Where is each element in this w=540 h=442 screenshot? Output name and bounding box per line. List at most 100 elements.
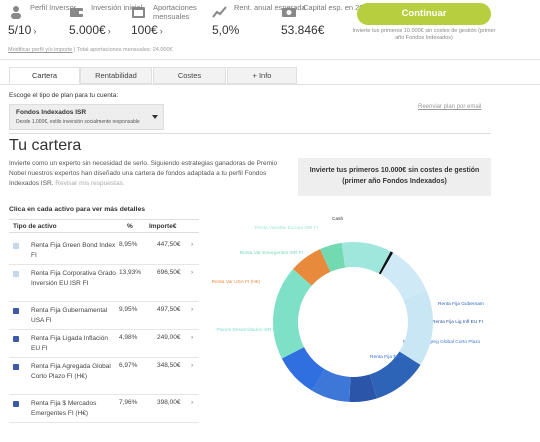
tab-cartera[interactable]: Cartera: [9, 67, 80, 84]
promo-box: Invierte tus primeros 10.000€ sin costes…: [298, 158, 491, 196]
total-contributions: Total aportaciones mensuales: 24.000€: [76, 47, 173, 53]
table-row[interactable]: Renta Fija $ Mercados Emergentes FI (H€)…: [9, 395, 199, 423]
plan-select-subtitle: Desde 1.000€, estilo inversión socialmen…: [16, 119, 140, 125]
asset-name: Renta Fija Gubernamental USA FI: [31, 307, 108, 324]
asset-percent: 4,98%: [119, 334, 138, 341]
plan-choose-label: Escoge el tipo de plan para tu cuenta:: [9, 92, 119, 99]
table-row[interactable]: Renta Fija Green Bond Index FI 8,95% 447,5…: [9, 237, 199, 265]
donut-segment[interactable]: [273, 269, 312, 359]
bond-icon: [13, 271, 19, 277]
bond-icon: [13, 243, 19, 249]
pie-icon: [13, 308, 19, 314]
stat-value: 5,0%: [212, 23, 240, 37]
calendar-icon: [132, 7, 145, 18]
table-header: Tipo de activo % Importe€: [9, 219, 199, 233]
allocation-donut-chart: Renta Fija Gubernam Renta Fija Lig Infl E…: [212, 216, 484, 402]
asset-name: Renta Fija Green Bond Index FI: [31, 242, 116, 259]
column-header: Importe€: [149, 223, 177, 230]
table-row[interactable]: Renta Fija Agregada Global Corto Plazo F…: [9, 358, 199, 395]
chevron-right-icon: ›: [159, 26, 163, 36]
column-header: %: [127, 223, 133, 230]
chevron-right-icon[interactable]: ›: [191, 306, 194, 313]
stat-label: Rent. anual esperada: [234, 3, 306, 12]
pie-icon: [13, 364, 19, 370]
stat-label: Perfil Inversor: [30, 3, 77, 12]
donut-label: Renta Var USA FI (H€): [212, 279, 261, 285]
asset-amount: 348,50€: [157, 362, 181, 369]
stat-value: 53.846€: [281, 23, 325, 37]
chevron-right-icon: ›: [33, 26, 37, 36]
money-icon: [282, 8, 296, 17]
chevron-right-icon[interactable]: ›: [191, 362, 194, 369]
assets-instruction: Clica en cada activo para ver más detall…: [9, 206, 146, 213]
top-summary-bar: Perfil Inversor 5/10 › Inversión inicial …: [0, 0, 540, 60]
donut-label: Renta Fija Gubernam: [438, 301, 484, 307]
chevron-right-icon: ›: [107, 26, 111, 36]
stat-label: Aportaciones mensuales: [153, 3, 197, 21]
continue-button[interactable]: Continuar: [357, 3, 491, 25]
asset-percent: 9,95%: [119, 306, 138, 313]
chevron-right-icon[interactable]: ›: [191, 241, 194, 248]
asset-amount: 249,00€: [157, 334, 181, 341]
pie-icon: [13, 401, 19, 407]
stat-label: Capital esp. en 20 años: [303, 3, 382, 12]
donut-label: Planes Desarrollados ISR FI: [216, 327, 277, 333]
donut-segment[interactable]: [378, 251, 394, 275]
table-row[interactable]: Renta Fija Ligada Inflación EU FI 4,98% 24…: [9, 330, 199, 358]
divider: [9, 133, 491, 134]
donut-segment[interactable]: [399, 289, 433, 365]
intro-text: Invierte como un experto sin necesidad d…: [9, 160, 278, 187]
page-title: Tu cartera: [9, 137, 82, 154]
donut-segment[interactable]: [380, 252, 427, 300]
stat-value: 5/10 ›: [8, 23, 37, 37]
asset-amount: 398,00€: [157, 399, 181, 406]
wallet-icon: [70, 8, 84, 17]
pie-icon: [13, 336, 19, 342]
chevron-right-icon[interactable]: ›: [191, 399, 194, 406]
asset-amount: 497,50€: [157, 306, 181, 313]
asset-name: Renta Fija Ligada Inflación EU FI: [31, 335, 108, 352]
donut-segment[interactable]: [281, 347, 325, 391]
asset-amount: 696,50€: [157, 269, 181, 276]
stat-value: 5.000€ ›: [69, 23, 111, 37]
table-row[interactable]: Renta Fija Gubernamental USA FI 9,95% 497,…: [9, 302, 199, 330]
column-header: Tipo de activo: [13, 223, 57, 230]
tab-costes[interactable]: Costes: [153, 67, 226, 84]
tab-info[interactable]: + Info: [227, 67, 297, 84]
asset-percent: 7,96%: [119, 399, 138, 406]
resend-plan-link[interactable]: Reenviar plan por email: [418, 104, 482, 110]
chart-icon: [212, 6, 227, 18]
asset-amount: 447,50€: [157, 241, 181, 248]
donut-label: Cash: [332, 216, 344, 222]
plan-select-title: Fondos Indexados ISR: [16, 109, 87, 116]
donut-label: Renta Fija Agreg Global Corto Plazo: [403, 339, 481, 345]
donut-segment[interactable]: [341, 242, 391, 274]
donut-segment[interactable]: [293, 249, 331, 286]
tab-bar: Cartera Rentabilidad Costes + Info: [0, 64, 540, 84]
asset-name: Renta Fija Corporativa Grado Inversión E…: [31, 270, 116, 287]
table-row[interactable]: Renta Fija Corporativa Grado Inversión E…: [9, 265, 199, 302]
tab-rentabilidad[interactable]: Rentabilidad: [80, 67, 152, 84]
user-icon: [11, 6, 21, 19]
stat-label: Inversión inicial: [91, 3, 143, 12]
chevron-right-icon[interactable]: ›: [191, 269, 194, 276]
donut-label: Renta Var Emergentes ISR FI: [240, 250, 303, 256]
modify-line: Modificar perfil y/o importe | Total apo…: [8, 47, 173, 53]
donut-label: Renta Variable Europa ISR FI: [255, 225, 318, 231]
modify-profile-link[interactable]: Modificar perfil y/o importe: [8, 47, 73, 53]
donut-segment[interactable]: [312, 369, 351, 402]
donut-segment[interactable]: [320, 242, 346, 272]
plan-select[interactable]: Fondos Indexados ISR Desde 1.000€, estil…: [9, 104, 164, 130]
asset-percent: 13,93%: [119, 269, 142, 276]
donut-segment[interactable]: [349, 374, 378, 402]
donut-segment[interactable]: [369, 351, 421, 399]
asset-name: Renta Fija Agregada Global Corto Plazo F…: [31, 363, 111, 380]
cta-note: Invierte tus primeros 10.000€ sin costes…: [352, 28, 496, 41]
review-answers-link[interactable]: Revisar mis respuestas.: [55, 180, 125, 187]
asset-percent: 8,95%: [119, 241, 138, 248]
chevron-right-icon[interactable]: ›: [191, 334, 194, 341]
donut-label: Renta Fija Lig Infl EU FI: [432, 319, 483, 325]
stat-value: 100€ ›: [131, 23, 163, 37]
caret-down-icon: [152, 115, 158, 119]
tab-content: Escoge el tipo de plan para tu cuenta: F…: [0, 84, 540, 442]
